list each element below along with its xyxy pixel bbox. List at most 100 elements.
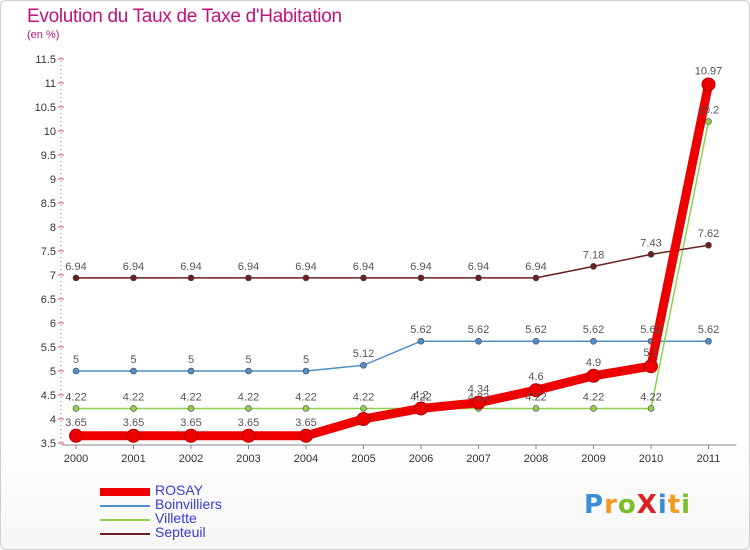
data-point-boinvilliers: [417, 337, 425, 345]
data-point-villette: [532, 405, 540, 412]
data-label-rosay: 3.65: [295, 417, 316, 429]
data-label-boinvilliers: 5.62: [698, 324, 719, 336]
data-label-septeuil: 6.94: [468, 261, 489, 273]
data-label-villette: 4.22: [65, 391, 86, 403]
data-label-villette: 4.22: [180, 391, 201, 403]
data-point-rosay: [356, 412, 371, 426]
data-label-rosay: 4.2: [413, 389, 428, 401]
data-label-boinvilliers: 5.62: [468, 324, 489, 336]
data-label-rosay: 5.1: [643, 347, 658, 359]
data-labels-layer: 3.65 3.65 3.65 3.65 3.65 4.2 4.34 4.6 4.9 5.1 10.9…: [65, 65, 722, 428]
data-label-septeuil: 7.43: [640, 237, 661, 249]
series-line-villette: [75, 120, 710, 410]
data-label-boinvilliers: 5.12: [353, 348, 374, 360]
legend-swatch: [100, 488, 150, 496]
data-point-septeuil: [302, 274, 310, 282]
data-point-villette: [647, 405, 655, 412]
x-tick-label: 2001: [121, 453, 145, 465]
x-tick-label: 2010: [639, 453, 663, 465]
series-layer: [69, 77, 716, 443]
data-point-boinvilliers: [475, 337, 482, 345]
logo-letter: i: [681, 490, 692, 520]
data-point-septeuil: [647, 251, 655, 258]
data-point-boinvilliers: [705, 337, 712, 345]
x-tick-label: 2007: [466, 453, 490, 465]
data-label-boinvilliers: 5.62: [525, 324, 546, 336]
data-point-villette: [130, 405, 137, 412]
data-point-septeuil: [187, 274, 195, 282]
x-tick-label: 2000: [64, 453, 88, 465]
data-point-boinvilliers: [302, 367, 310, 375]
x-tick-label: 2006: [409, 453, 433, 465]
data-label-septeuil: 6.94: [180, 261, 201, 273]
legend-item-rosay: ROSAY: [100, 482, 300, 500]
data-label-boinvilliers: 5.62: [640, 324, 661, 336]
data-label-boinvilliers: 5: [188, 354, 194, 366]
data-point-boinvilliers: [532, 337, 540, 345]
data-point-septeuil: [245, 274, 252, 282]
y-tick-label: 10: [44, 126, 56, 138]
logo-letter: t: [667, 490, 682, 520]
legend-item-villette: Villette: [100, 510, 300, 528]
data-label-villette: 4.22: [123, 391, 144, 403]
data-label-rosay: 4.9: [586, 357, 601, 369]
data-label-septeuil: 6.94: [295, 261, 316, 273]
legend-swatch: [100, 519, 150, 521]
legend-label: Septeuil: [155, 524, 206, 540]
logo-letter: o: [617, 490, 637, 520]
data-point-boinvilliers: [187, 367, 195, 375]
x-tick-label: 2004: [294, 453, 318, 465]
data-point-rosay: [126, 428, 141, 443]
y-tick-label: 7.5: [41, 246, 56, 258]
data-label-villette: 4.22: [238, 391, 259, 403]
data-point-villette: [187, 405, 195, 412]
y-tick-label: 9.5: [41, 150, 56, 162]
data-point-septeuil: [705, 241, 712, 249]
legend-swatch: [100, 533, 150, 535]
y-tick-label: 5: [50, 366, 56, 378]
data-point-boinvilliers: [590, 337, 597, 345]
y-tick-label: 8.5: [41, 198, 56, 210]
data-point-villette: [72, 405, 80, 412]
legend-label: ROSAY: [155, 482, 203, 498]
series-line-rosay: [71, 79, 713, 441]
y-tick-label: 11: [45, 78, 56, 90]
data-label-rosay: 4.6: [528, 371, 543, 383]
data-label-rosay: 3.65: [65, 417, 86, 429]
data-label-rosay: 10.97: [695, 65, 723, 77]
data-point-septeuil: [590, 263, 597, 270]
data-point-villette: [705, 118, 712, 125]
data-label-rosay: 3.65: [238, 417, 259, 429]
data-label-boinvilliers: 5: [130, 354, 136, 366]
legend-label: Villette: [155, 510, 197, 526]
x-tick-label: 2003: [236, 453, 260, 465]
data-label-villette: 4.22: [410, 391, 431, 403]
data-point-rosay: [701, 77, 716, 92]
y-tick-label: 7: [50, 270, 56, 282]
y-tick-label: 6: [50, 318, 56, 330]
legend-item-boinvilliers: Boinvilliers: [100, 496, 300, 514]
data-label-boinvilliers: 5: [245, 354, 251, 366]
data-label-boinvilliers: 5: [303, 354, 309, 366]
legend-item-septeuil: Septeuil: [100, 524, 300, 542]
data-label-boinvilliers: 5: [73, 354, 79, 366]
data-point-boinvilliers: [245, 367, 252, 375]
data-label-septeuil: 6.94: [123, 261, 144, 273]
data-point-septeuil: [532, 274, 540, 282]
data-point-boinvilliers: [360, 361, 367, 369]
data-label-rosay: 3.65: [180, 417, 201, 429]
data-point-boinvilliers: [130, 367, 137, 375]
chart-subtitle: (en %): [27, 29, 60, 41]
data-label-rosay: 3.65: [123, 417, 144, 429]
x-tick-label: 2009: [581, 453, 605, 465]
data-point-rosay: [241, 428, 256, 443]
data-label-septeuil: 7.62: [698, 228, 719, 240]
data-point-rosay: [414, 401, 428, 416]
data-point-septeuil: [360, 274, 367, 282]
axes: 3.5 4 4.5 5 5.5 6 6.5 7 7.5 8 8.5 9 9.5 10 10.5 11 11.5 2…: [35, 54, 737, 465]
legend-swatch: [100, 505, 150, 507]
data-point-rosay: [529, 383, 543, 398]
x-tick-label: 2002: [179, 453, 203, 465]
